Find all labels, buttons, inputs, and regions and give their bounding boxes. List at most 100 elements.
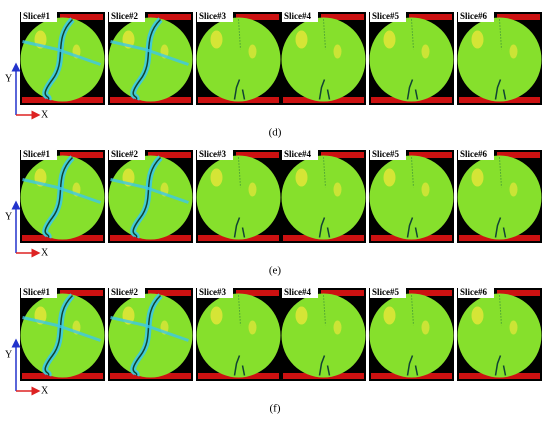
yellow-patch	[383, 306, 396, 325]
red-band	[409, 14, 452, 20]
slice-label: Slice#6	[460, 11, 487, 21]
red-band	[236, 290, 279, 296]
slice-label: Slice#4	[284, 287, 311, 297]
slice-image: Slice#4	[281, 11, 366, 105]
yellow-patch	[471, 168, 484, 187]
crack	[233, 79, 246, 100]
red-band	[321, 14, 364, 20]
crack	[406, 355, 419, 376]
label-box	[21, 11, 57, 22]
crack-zone	[22, 316, 101, 342]
label-box	[458, 287, 494, 298]
slice-label: Slice#6	[460, 149, 487, 159]
specimen	[281, 293, 366, 378]
yellow-patch	[248, 182, 257, 197]
label-box	[109, 149, 145, 160]
crack	[494, 355, 507, 376]
slice-image: Slice#5	[369, 287, 454, 381]
yellow-patch	[471, 306, 484, 325]
slice-image: Slice#2	[108, 11, 193, 105]
crack	[238, 295, 241, 326]
slice-image: Slice#4	[281, 149, 366, 243]
red-band	[409, 152, 452, 158]
yellow-patch	[509, 44, 518, 59]
red-band	[60, 152, 103, 158]
slice-label: Slice#4	[284, 149, 311, 159]
yellow-patch	[509, 320, 518, 335]
slice-image: Slice#5	[369, 149, 454, 243]
crack	[323, 19, 326, 50]
slice-image: Slice#3	[196, 287, 281, 381]
crack	[132, 18, 162, 100]
crack-zone	[22, 40, 101, 66]
panel-caption: (e)	[269, 265, 282, 277]
label-box	[370, 149, 406, 160]
red-band	[409, 290, 452, 296]
specimen	[196, 17, 281, 102]
yellow-patch	[333, 320, 342, 335]
crack	[233, 355, 246, 376]
slice-image: Slice#2	[108, 149, 193, 243]
label-box	[282, 149, 318, 160]
red-band	[60, 290, 103, 296]
crack	[411, 19, 414, 50]
label-box	[197, 149, 233, 160]
label-box	[21, 287, 57, 298]
label-box	[282, 11, 318, 22]
label-box	[21, 149, 57, 160]
label-box	[109, 287, 145, 298]
red-band	[236, 152, 279, 158]
yellow-patch	[421, 182, 430, 197]
specimen	[281, 155, 366, 240]
yellow-patch	[421, 320, 430, 335]
slice-image: Slice#2	[108, 287, 193, 381]
crack	[499, 295, 502, 326]
slice-image: Slice#1	[20, 11, 105, 105]
yellow-patch	[210, 30, 223, 49]
specimen	[457, 17, 542, 102]
slice-label: Slice#3	[199, 149, 226, 159]
yellow-patch	[295, 306, 308, 325]
crack-zone	[110, 178, 189, 204]
red-band	[148, 152, 191, 158]
crack	[44, 156, 74, 238]
crack	[406, 79, 419, 100]
crack	[238, 157, 241, 188]
y-axis-label: Y	[5, 211, 12, 222]
crack-zone	[110, 40, 189, 66]
crack	[494, 217, 507, 238]
specimen	[196, 155, 281, 240]
slice-image: Slice#3	[196, 149, 281, 243]
yellow-patch	[295, 168, 308, 187]
slice-image: Slice#6	[457, 287, 542, 381]
red-band	[321, 290, 364, 296]
yellow-patch	[210, 168, 223, 187]
crack	[318, 217, 331, 238]
yellow-patch	[248, 320, 257, 335]
red-band	[497, 152, 540, 158]
x-axis-label: X	[41, 247, 49, 258]
red-band	[236, 14, 279, 20]
slice-image: Slice#5	[369, 11, 454, 105]
yellow-patch	[383, 30, 396, 49]
label-box	[458, 11, 494, 22]
crack-zone	[22, 178, 101, 204]
yellow-patch	[383, 168, 396, 187]
slice-label: Slice#5	[372, 11, 399, 21]
slice-image: Slice#4	[281, 287, 366, 381]
slice-label: Slice#5	[372, 149, 399, 159]
y-axis-label: Y	[5, 349, 12, 360]
crack	[323, 295, 326, 326]
slice-image: Slice#3	[196, 11, 281, 105]
specimen	[281, 17, 366, 102]
slice-image: Slice#1	[20, 149, 105, 243]
slice-label: Slice#1	[23, 287, 50, 297]
slice-label: Slice#1	[23, 11, 50, 21]
specimen	[457, 155, 542, 240]
red-band	[60, 14, 103, 20]
label-box	[370, 11, 406, 22]
red-band	[497, 14, 540, 20]
slice-label: Slice#4	[284, 11, 311, 21]
crack	[499, 19, 502, 50]
